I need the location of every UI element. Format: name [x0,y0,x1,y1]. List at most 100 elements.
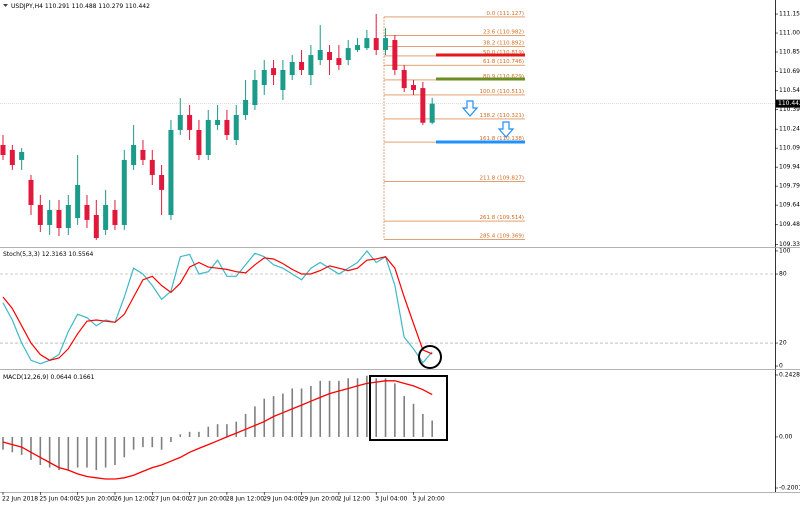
stoch-line [2,250,433,365]
candle-body [9,149,15,166]
candle-body [261,69,267,86]
candle-body [112,209,118,225]
box-highlight [369,375,448,441]
x-tick-label: 26 Jun 12:00 [114,496,152,503]
price-tag-label: 110.442 [778,100,800,107]
candle-body [131,145,137,166]
candle-body [215,119,221,126]
x-tick-label: 27 Jun 20:00 [189,496,227,503]
candle-body [345,48,351,60]
symbol-icon [3,4,8,7]
fib-label: 138.2 (110.321) [479,113,524,119]
fib-label: 80.9 (110.629) [483,74,524,80]
candle-body [177,115,183,130]
candle-body [271,68,277,76]
x-tick-label: 27 Jun 04:00 [151,496,189,503]
candle-body [159,175,165,190]
candle-body [187,115,193,130]
y-tick-label: 110.395 [779,106,800,113]
fib-label: 0.0 (111.127) [486,11,524,17]
candle-body [289,62,295,76]
y-tick-label: 109.790 [779,183,800,190]
fib-label: 23.6 (110.982) [483,29,524,35]
chart-title: USDJPY,H4 [11,3,43,10]
candle-body [336,58,342,66]
candle-body [121,159,127,225]
candle-body [140,149,146,160]
fib-label: 100.0 (110.511) [479,89,524,95]
y-tick-label: 100 [779,247,791,254]
x-tick-label: 25 Jun 20:00 [77,496,115,503]
macd-header: MACD(12,26,9) 0.0644 0.1661 [3,374,95,381]
y-tick-label: 109.485 [779,221,800,228]
candle-body [168,129,174,215]
candle-body [65,204,71,229]
fib-label: 261.8 (109.514) [479,215,524,221]
candle-body [317,49,323,60]
candle-body [243,99,249,116]
x-tick-label: 3 Jul 20:00 [413,496,445,503]
circle-highlight [418,345,442,369]
candle-body [299,62,305,70]
y-tick-label: 0.2428 [779,372,800,379]
y-tick-label: 109.330 [779,241,800,248]
macd-title: MACD(12,26,9) [3,374,49,381]
candle-body [205,119,211,156]
candle-body [308,55,314,76]
y-tick-label: 110.240 [779,126,800,133]
candle-body [196,129,202,156]
fib-label: 211.8 (109.827) [479,175,524,181]
y-tick-label: -0.2001 [779,484,800,491]
fib-label: 285.4 (109.369) [479,233,524,239]
candle-body [56,209,62,229]
candle-body [93,214,99,239]
high-value: 110.488 [72,3,97,10]
x-tick-label: 29 Jun 04:00 [263,496,301,503]
candle-body [19,151,25,160]
main-header: USDJPY,H4 110.291 110.488 110.279 110.44… [11,3,150,10]
stoch-main-value: 12.3163 [42,251,67,258]
down-arrow [461,100,479,117]
close-value: 110.442 [125,3,150,10]
y-tick-label: 110.850 [779,49,800,56]
macd-main-value: 0.0644 [51,374,72,381]
candle-body [411,85,417,90]
x-tick-label: 2 Jul 12:00 [338,496,370,503]
candle-body [84,204,90,220]
candle-body [233,115,239,140]
candle-body [224,119,230,136]
candle-body [28,179,34,205]
stoch-header: Stoch(5,3,3) 12.3163 10.5564 [3,251,94,258]
fib-label: 161.8 (110.138) [479,136,524,142]
low-value: 110.279 [98,3,123,10]
stoch-signal-value: 10.5564 [69,251,94,258]
y-tick-label: 111.000 [779,30,800,37]
price-tag [776,99,800,108]
candle-body [392,39,398,70]
y-tick-label: 110.545 [779,87,800,94]
y-tick-label: 110.090 [779,145,800,152]
candle-body [0,145,6,156]
macd-signal-value: 0.1661 [73,374,94,381]
candle-body [327,52,333,60]
y-tick-label: 111.150 [779,11,800,18]
candle-body [37,204,43,225]
y-tick-label: 110.695 [779,68,800,75]
stoch-line [2,256,433,361]
candle-body [355,45,361,50]
candle-body [75,184,81,219]
candle-body [401,69,407,89]
fib-label: 61.8 (110.746) [483,59,524,65]
x-tick-label: 29 Jun 20:00 [301,496,339,503]
stoch-title: Stoch(5,3,3) [3,251,40,258]
x-tick-label: 28 Jun 12:00 [226,496,264,503]
x-tick-label: 22 Jun 2018 [2,496,38,503]
macd-signal-line [2,380,433,480]
candle-body [364,38,370,49]
candle-body [47,209,53,225]
candle-body [149,159,155,176]
candle-body [103,204,109,230]
